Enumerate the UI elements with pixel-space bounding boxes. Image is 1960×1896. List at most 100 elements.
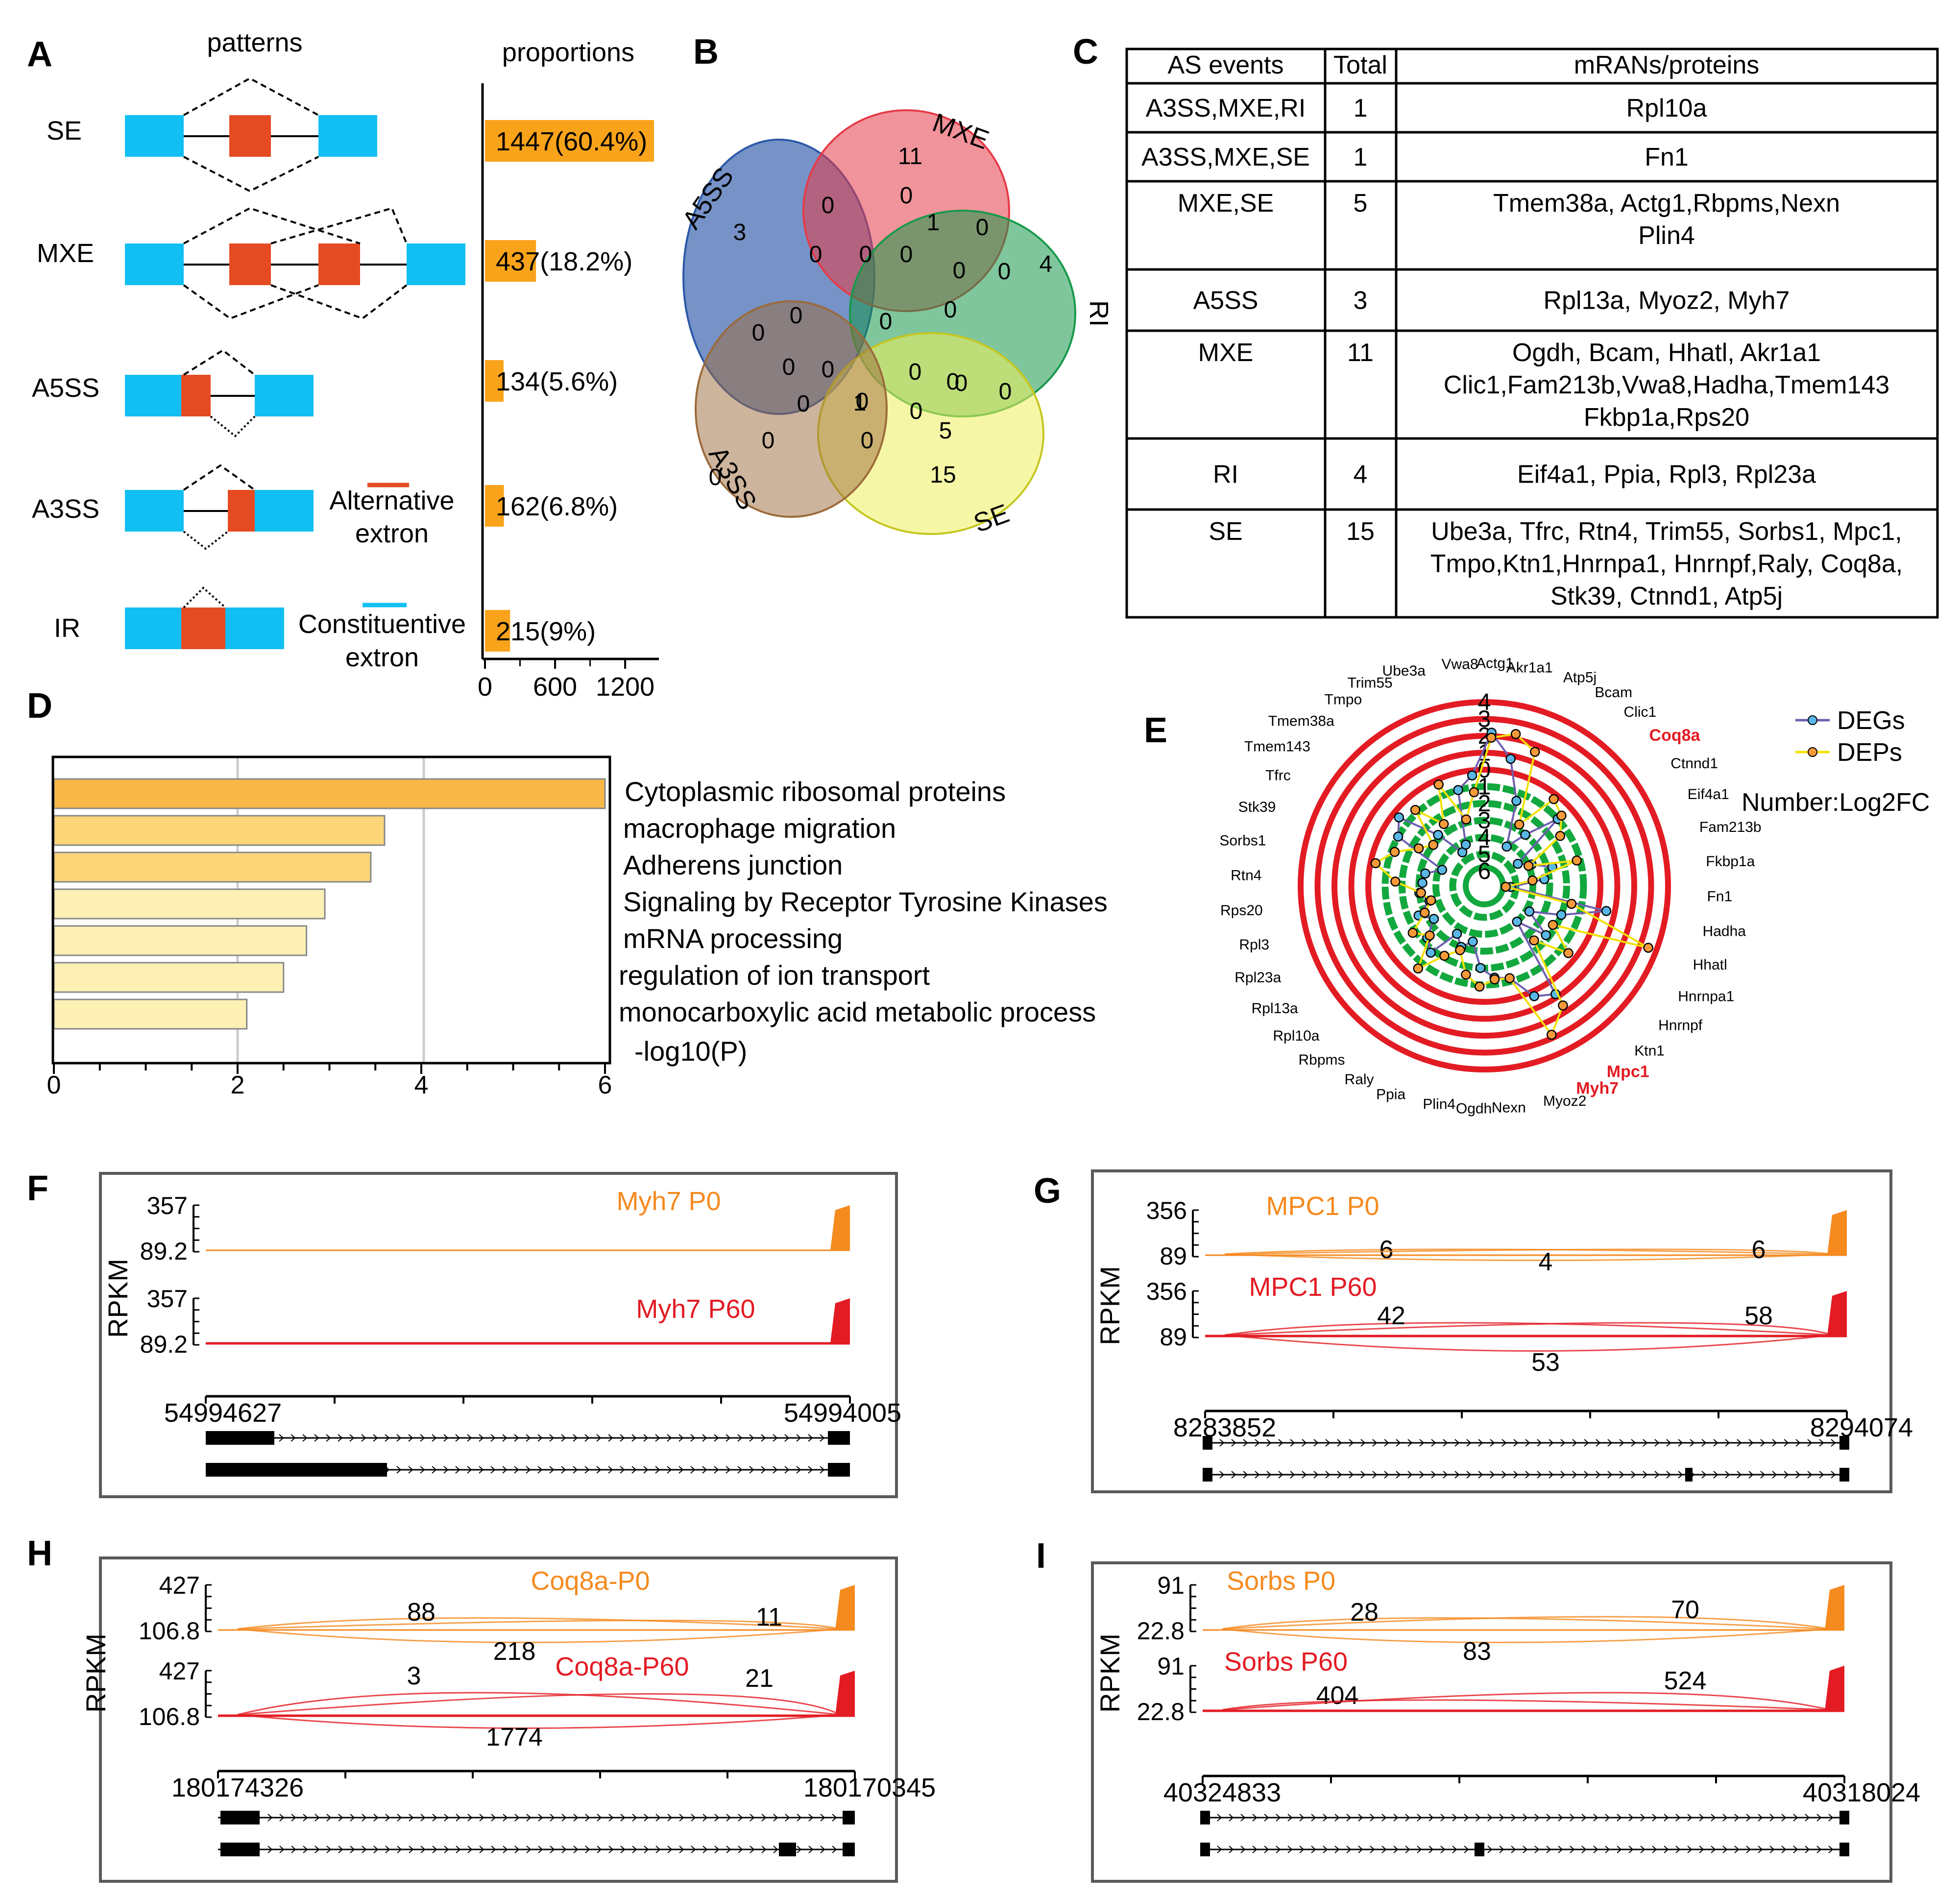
radar-point: [1453, 785, 1463, 795]
table-cell-total: 5: [1354, 189, 1368, 218]
gene-model-exon: [1839, 1811, 1849, 1824]
junction-count: 70: [1671, 1596, 1699, 1624]
radar-point: [1370, 858, 1381, 869]
a5ss-pattern: [125, 349, 314, 438]
panel-d: Cytoplasmic ribosomal proteins macrophage…: [47, 755, 1108, 1099]
junction-arc: [1222, 1616, 1830, 1630]
radar-ring: [1432, 834, 1536, 938]
venn-region-count: 0: [790, 303, 803, 329]
enrichment-x-label: -log10(P): [634, 1036, 747, 1067]
coverage-peak: [835, 1585, 855, 1630]
panel-letter-i: I: [1036, 1536, 1046, 1576]
radar-point: [1520, 829, 1530, 840]
radar-point: [1461, 970, 1471, 980]
radar-point: [1420, 907, 1430, 918]
radar-gene-label: Hadha: [1703, 923, 1746, 939]
radar-ring-label: 1: [1478, 774, 1491, 800]
gene-model-exon: [843, 1811, 855, 1824]
radar-point: [1428, 840, 1439, 850]
junction-count: 1774: [486, 1723, 543, 1751]
junction-count: 6: [1379, 1236, 1394, 1264]
radar-point: [1513, 858, 1523, 869]
enrichment-term-label: mRNA processing: [623, 923, 843, 954]
row-label-ir: IR: [54, 613, 80, 643]
radar-point: [1527, 875, 1538, 886]
radar-point: [1512, 916, 1522, 927]
venn-region-count: 0: [998, 259, 1011, 285]
events-table-header: AS events Total mRANs/proteins: [1167, 51, 1759, 79]
panel-h-sashimi: RPKM 427 106.8 Coq8a-P0 88 11 218 427 106.8 Coq8a…: [80, 1556, 936, 1883]
proportion-bar: [485, 360, 504, 402]
radar-gene-label: Ppia: [1376, 1087, 1405, 1103]
enrichment-term-label: monocarboxylic acid metabolic process: [619, 997, 1096, 1027]
enrichment-bar: [53, 851, 372, 883]
radar-gene-label: Hhatl: [1693, 957, 1727, 973]
proportion-bar: [485, 240, 536, 282]
coverage-peak: [1827, 1210, 1847, 1255]
radar-point: [1417, 877, 1428, 888]
radar-ring: [1381, 783, 1587, 989]
enrichment-term-label: Adherens junction: [623, 850, 843, 880]
coverage-peak: [1827, 1291, 1847, 1336]
radar-point: [1505, 754, 1516, 764]
legend-constitutive-line1: Constituentive: [298, 609, 466, 639]
track-y-max: 427: [159, 1572, 200, 1599]
track-y-min: 89: [1160, 1242, 1187, 1270]
panel-a: patterns proportions SE MXE A5SS A3SS IR: [32, 28, 659, 702]
junction-count: 42: [1377, 1302, 1405, 1330]
junction-count: 58: [1744, 1302, 1773, 1330]
radar-point: [1413, 963, 1424, 974]
coordinate-end: 54994005: [784, 1398, 901, 1428]
radar-point: [1389, 847, 1400, 857]
table-cell-event: A3SS,MXE,SE: [1141, 143, 1310, 171]
venn-region-count: 0: [822, 357, 835, 383]
gene-model-exon: [1475, 1843, 1484, 1856]
gene-model-exon: [779, 1843, 796, 1856]
junction-count: 218: [493, 1637, 536, 1666]
radar-point: [1407, 927, 1418, 938]
proportion-x-tick-label: 1200: [596, 672, 654, 702]
coordinate-start: 180174326: [171, 1773, 304, 1802]
table-cell-genes: Rpl13a, Myoz2, Myh7: [1544, 287, 1790, 315]
rpkm-axis-label: RPKM: [102, 1259, 133, 1338]
legend-number-label: Number:Log2FC: [1742, 788, 1930, 817]
track-y-min: 22.8: [1137, 1617, 1185, 1645]
enrichment-term-label: macrophage migration: [623, 813, 896, 844]
radar-gene-label: Sorbs1: [1219, 833, 1266, 849]
track-name: Sorbs P0: [1227, 1566, 1335, 1596]
radar-point: [1475, 981, 1485, 992]
venn-region-count: 0: [944, 297, 957, 323]
enrichment-bar: [53, 998, 248, 1030]
radar-point: [1523, 861, 1534, 871]
junction-count: 21: [745, 1664, 774, 1693]
pattern-row-labels: SE MXE A5SS A3SS IR: [32, 116, 99, 643]
radar-gene-label: Rpl10a: [1273, 1028, 1319, 1044]
radar-point: [1549, 794, 1559, 804]
radar-gene-label: Clic1: [1623, 704, 1656, 720]
radar-gene-label: Vwa8: [1442, 656, 1478, 673]
radar-point: [1438, 819, 1449, 829]
coordinate-start: 40324833: [1163, 1778, 1281, 1807]
radar-gene-label: Rbpms: [1298, 1052, 1345, 1068]
radar-point: [1461, 814, 1472, 825]
radar-point: [1504, 973, 1515, 983]
venn-region-count: 0: [879, 309, 893, 335]
junction-count: 53: [1531, 1348, 1560, 1377]
radar-ring-label: 3: [1478, 808, 1491, 834]
radar-point: [1572, 855, 1582, 866]
track-y-min: 89: [1160, 1323, 1187, 1351]
radar-point: [1601, 906, 1612, 916]
radar-gene-label: Myoz2: [1543, 1093, 1586, 1109]
table-cell-total: 1: [1354, 94, 1368, 122]
radar-gene-label: Fn1: [1707, 888, 1732, 904]
panel-c: AS events Total mRANs/proteins A3SS,MXE,…: [1125, 48, 1939, 619]
radar-ring: [1298, 699, 1671, 1072]
track-y-max: 356: [1146, 1278, 1187, 1305]
gene-model-exon: [220, 1843, 260, 1856]
table-cell-genes: Plin4: [1638, 221, 1695, 250]
legend-constitutive-line2: extron: [345, 643, 419, 672]
table-cell-total: 4: [1354, 461, 1368, 489]
radar-gene-label: Plin4: [1423, 1096, 1455, 1113]
coverage-peak: [1825, 1666, 1844, 1711]
